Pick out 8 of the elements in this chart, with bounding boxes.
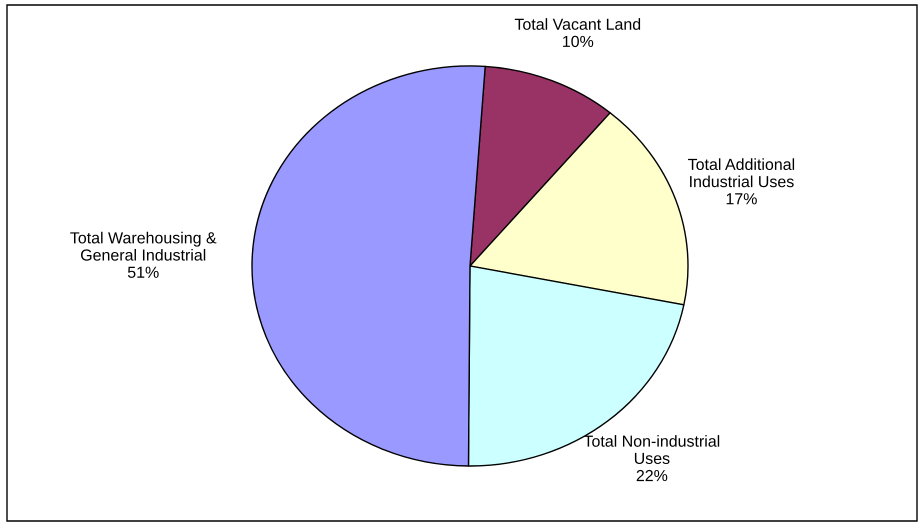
data-label: 22% — [636, 470, 668, 482]
slice-label: Total Non-industrial Uses — [584, 435, 720, 464]
slice-label: Total Additional Industrial Uses — [688, 158, 794, 188]
slice-label: Total Vacant Land — [514, 18, 640, 30]
slice-label: Total Warehousing & General Industrial — [70, 232, 216, 261]
data-label: 10% — [563, 36, 594, 48]
data-label: 51% — [128, 266, 159, 278]
data-label: 17% — [726, 193, 757, 204]
